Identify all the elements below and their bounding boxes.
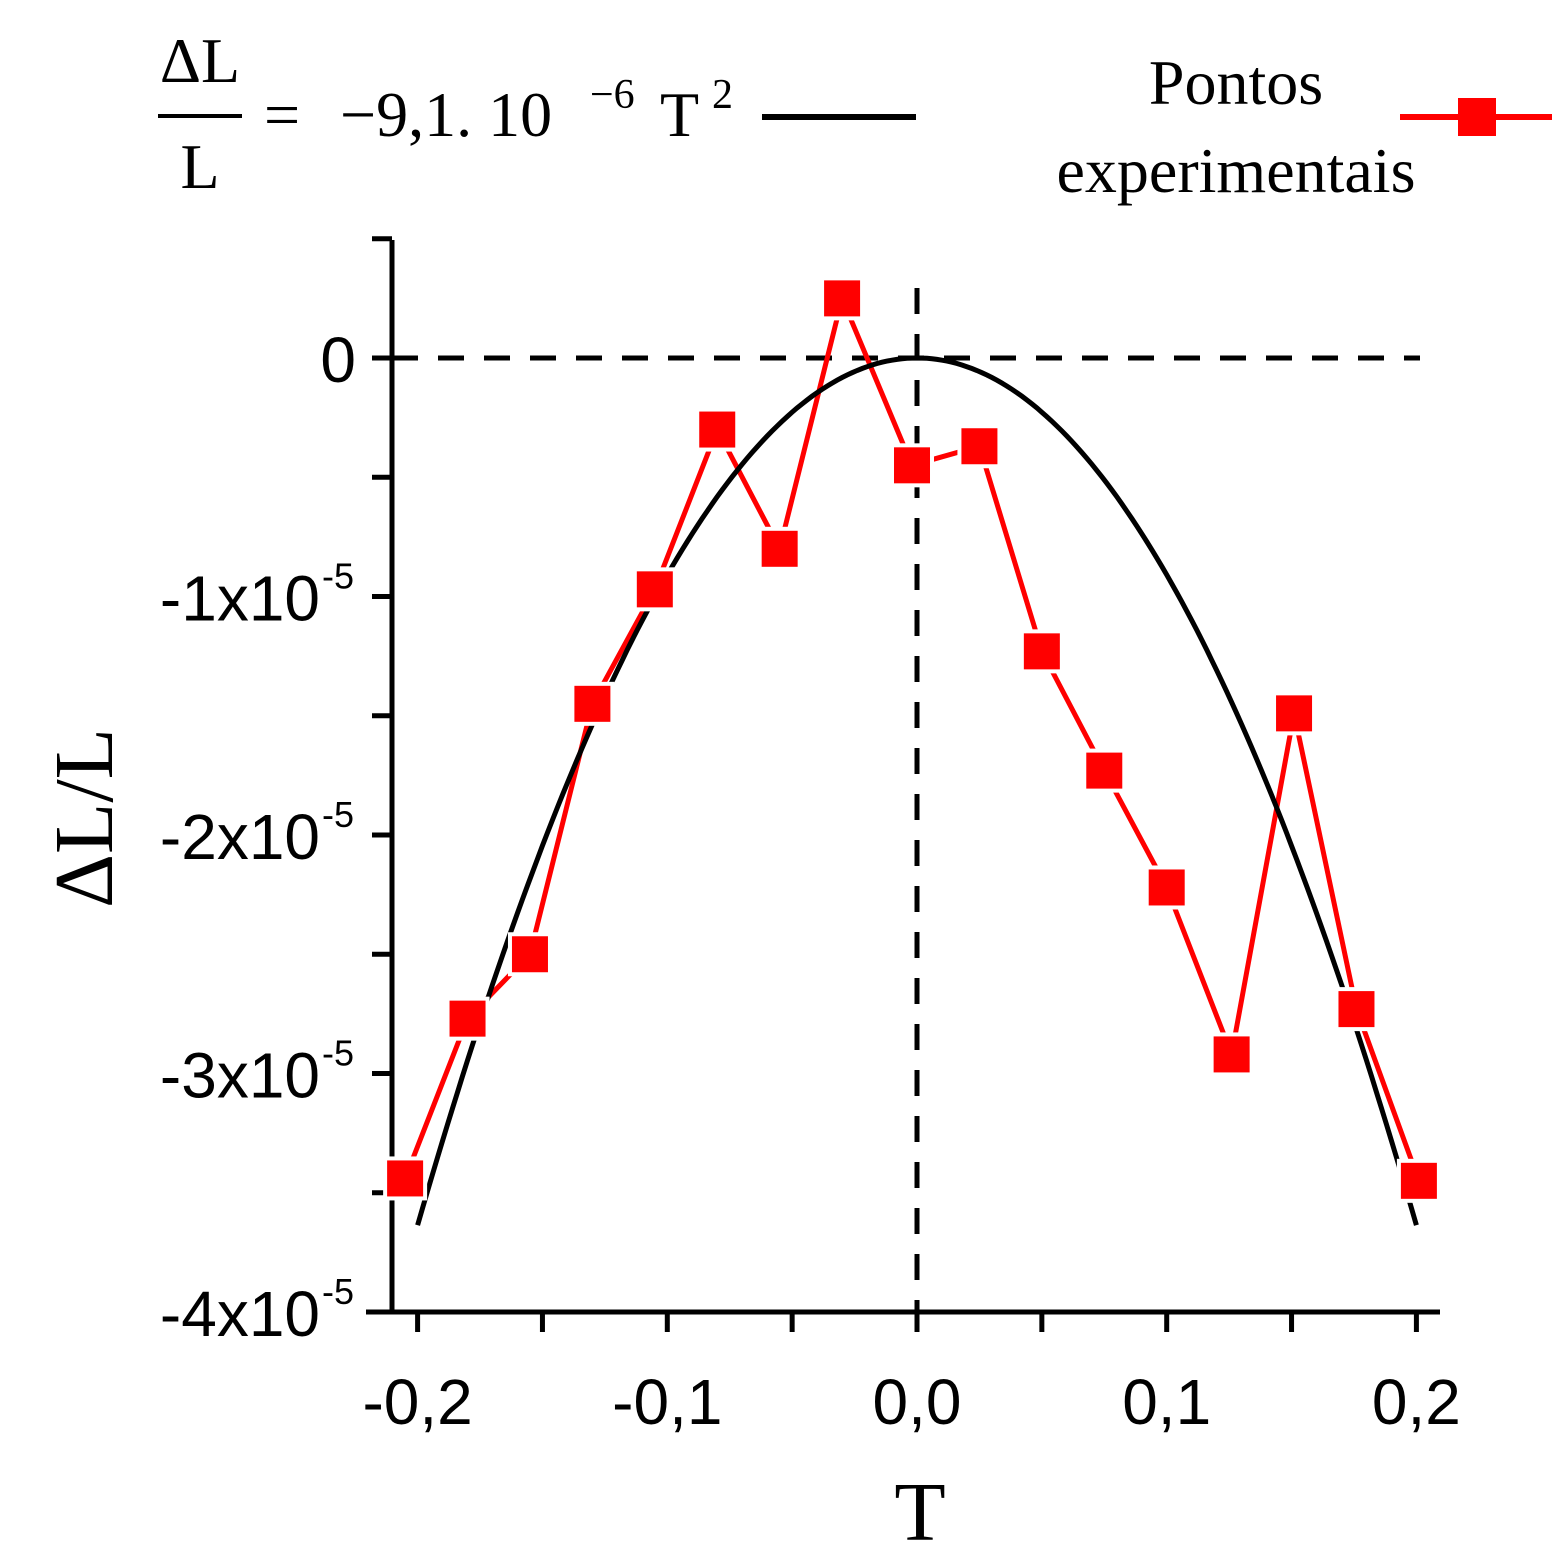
legend-fit-equals: = xyxy=(264,79,300,150)
data-point xyxy=(1400,1162,1437,1199)
data-point xyxy=(961,428,998,465)
legend-fit-power: 2 xyxy=(712,72,733,118)
y-tick-exponent: -5 xyxy=(322,556,354,597)
data-point xyxy=(636,571,673,608)
y-tick-mantissa: -1x10 xyxy=(160,563,320,635)
data-point xyxy=(1276,695,1313,732)
y-tick-exponent: -5 xyxy=(322,1271,354,1312)
y-tick-label: -1x10 -5 xyxy=(160,556,354,635)
data-point xyxy=(699,411,736,448)
data-point xyxy=(824,280,861,317)
y-tick-mantissa: 0 xyxy=(320,324,356,396)
x-tick-label: -0,2 xyxy=(362,1366,472,1438)
data-point xyxy=(761,530,798,567)
data-point xyxy=(894,447,931,484)
y-tick-label: -4x10 -5 xyxy=(160,1271,354,1350)
x-tick-label: 0,2 xyxy=(1372,1366,1461,1438)
y-tick-mantissa: -4x10 xyxy=(160,1278,320,1350)
legend-points-line2: experimentais xyxy=(1057,135,1416,206)
legend-fit-expression: −9,1. 10 xyxy=(340,79,552,150)
x-tick-label: 0,0 xyxy=(873,1366,962,1438)
y-tick-exponent: -5 xyxy=(322,1033,354,1074)
experimental-series-line xyxy=(402,290,1422,1182)
legend-fit-denominator: L xyxy=(180,131,219,202)
legend-points-line1: Pontos xyxy=(1149,47,1323,118)
legend-fit: ΔL L = −9,1. 10 −6 T 2 xyxy=(158,25,916,202)
legend-fit-variable: T xyxy=(660,79,699,150)
x-tick-label: -0,1 xyxy=(612,1366,722,1438)
data-point xyxy=(387,1160,424,1197)
data-point xyxy=(511,936,548,973)
y-tick-mantissa: -3x10 xyxy=(160,1040,320,1112)
ticks-layer: -0,2 -0,1 0,0 0,1 0,20-1x10 -5-2x10 -5-3x10 -5-… xyxy=(160,236,1461,1438)
x-axis-label: T xyxy=(894,1466,945,1546)
data-point xyxy=(574,685,611,722)
data-point xyxy=(449,1000,486,1037)
legend-points-swatch-marker xyxy=(1458,98,1496,136)
data-point xyxy=(1148,869,1185,906)
data-point xyxy=(1338,991,1375,1028)
y-tick-mantissa: -2x10 xyxy=(160,801,320,873)
data-point xyxy=(1023,633,1060,670)
data-point xyxy=(1086,752,1123,789)
y-tick-label: -2x10 -5 xyxy=(160,794,354,873)
fit-curve xyxy=(415,355,1419,1226)
data-point xyxy=(1213,1036,1250,1073)
series-layer xyxy=(383,276,1441,1226)
y-tick-label: 0 xyxy=(320,324,356,396)
legend-fit-numerator: ΔL xyxy=(160,25,240,96)
legend-points: Pontos experimentais xyxy=(1057,47,1552,206)
legend-fit-exponent: −6 xyxy=(590,72,635,118)
y-tick-exponent: -5 xyxy=(322,794,354,835)
y-axis-label: ΔL/L xyxy=(38,728,131,908)
y-tick-label: -3x10 -5 xyxy=(160,1033,354,1112)
x-tick-label: 0,1 xyxy=(1122,1366,1211,1438)
